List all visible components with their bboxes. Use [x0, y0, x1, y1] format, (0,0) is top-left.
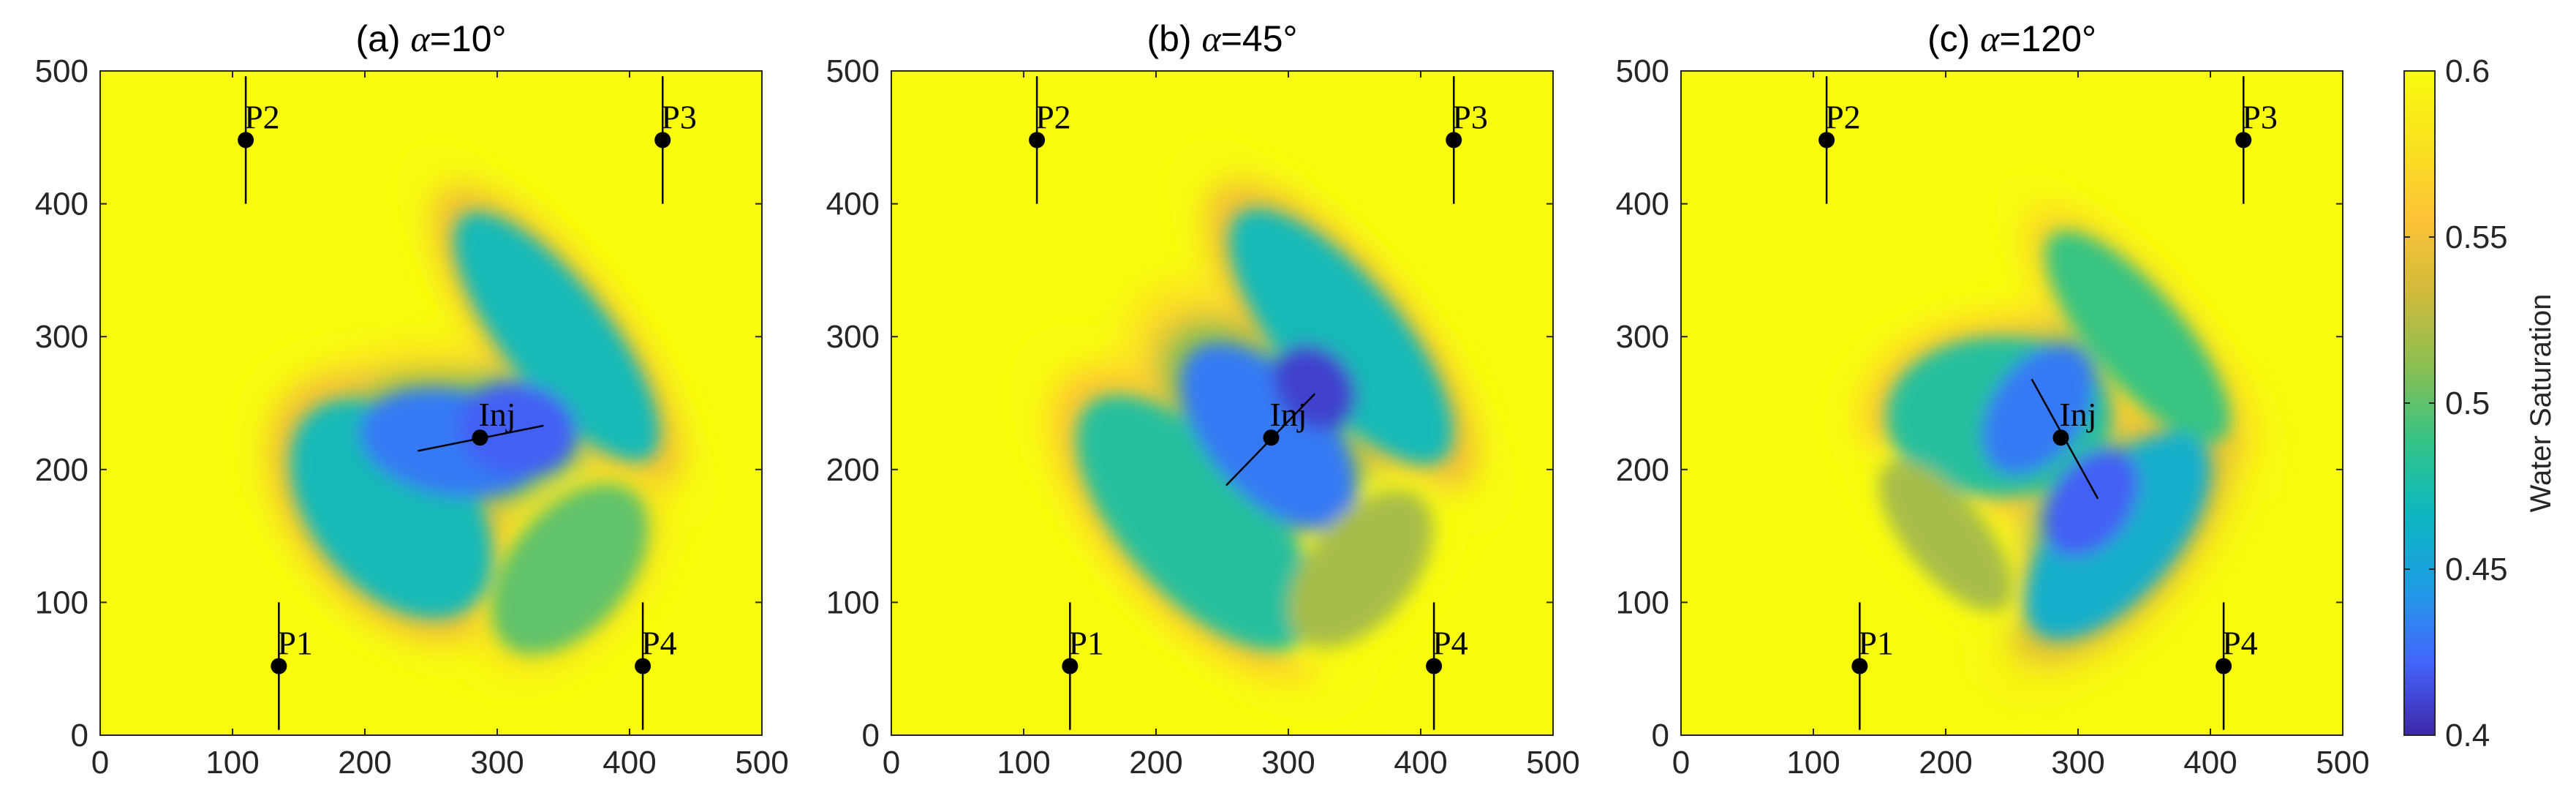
well-label-p1: P1 — [277, 625, 313, 662]
well-marker-p4 — [1426, 658, 1443, 674]
colorbar-tick-label: 0.5 — [2445, 386, 2490, 421]
y-tick-label: 200 — [1616, 452, 1669, 488]
y-tick-label: 100 — [826, 584, 880, 620]
saturation-field — [234, 143, 717, 702]
colorbar-tick-label: 0.6 — [2445, 53, 2490, 89]
colorbar: 0.4 0.45 0.5 0.55 0.6 Water Saturation — [2403, 53, 2557, 753]
x-tick-label: 300 — [470, 745, 524, 781]
well-marker-p2 — [1818, 132, 1835, 149]
x-tick-label: 500 — [735, 745, 788, 781]
well-marker-p3 — [2235, 132, 2252, 149]
y-tick-label: 100 — [35, 584, 88, 620]
axes-box — [1680, 70, 2343, 736]
saturation-lobe — [453, 211, 660, 462]
x-tick-label: 0 — [1672, 745, 1690, 781]
well-label-inj: Inj — [478, 396, 515, 433]
well-marker-p4 — [2216, 658, 2232, 674]
y-tick-label: 200 — [826, 452, 880, 488]
panel-b: P1 P2 P3 P4 Inj 0 100 200 300 400 500 0 100 200 300 400… — [826, 18, 1580, 781]
x-tick-label: 200 — [1129, 745, 1182, 781]
y-tick-label: 300 — [35, 319, 88, 355]
saturation-lobe — [2045, 230, 2230, 443]
saturation-lobe — [2025, 432, 2211, 640]
x-tick-label: 200 — [1919, 745, 1972, 781]
well-label-p3: P3 — [661, 98, 697, 135]
y-tick-label: 0 — [862, 718, 880, 753]
saturation-lobe — [2044, 448, 2139, 557]
saturation-lobe — [458, 383, 577, 477]
well-marker-p3 — [1446, 132, 1462, 149]
well-label-p2: P2 — [1825, 98, 1861, 135]
y-tick-label: 500 — [826, 53, 880, 89]
y-tick-label: 400 — [1616, 187, 1669, 222]
x-tick-label: 300 — [2051, 745, 2104, 781]
panel-title: (c) α=120° — [1927, 18, 2096, 59]
well-label-p2: P2 — [1035, 98, 1071, 135]
panel-a: P1 P2 P3 P4 Inj 0 100 200 300 400 500 0 100 200 300 400… — [35, 18, 789, 781]
well-label-p1: P1 — [1858, 625, 1894, 662]
axes-box — [891, 70, 1554, 736]
saturation-lobe — [1288, 490, 1434, 648]
y-tick-label: 200 — [35, 452, 88, 488]
panel-c: P1 P2 P3 P4 Inj 0 100 200 300 400 500 0 100 200 300 400… — [1616, 18, 2370, 781]
well-marker-p4 — [635, 658, 651, 674]
x-tick-label: 100 — [997, 745, 1050, 781]
colorbar-tick-label: 0.45 — [2445, 552, 2508, 587]
well-label-p3: P3 — [2242, 98, 2278, 135]
colorbar-tick-label: 0.4 — [2445, 718, 2490, 753]
well-marker-p2 — [1029, 132, 1046, 149]
x-tick-label: 500 — [1526, 745, 1579, 781]
y-tick-label: 400 — [826, 187, 880, 222]
saturation-lobe — [1273, 344, 1356, 430]
y-tick-label: 100 — [1616, 584, 1669, 620]
well-label-inj: Inj — [1269, 396, 1307, 433]
x-tick-label: 300 — [1261, 745, 1315, 781]
x-tick-label: 400 — [2183, 745, 2237, 781]
well-marker-p2 — [238, 132, 254, 149]
well-marker-inj — [472, 429, 488, 446]
y-tick-label: 500 — [1616, 53, 1669, 89]
x-tick-label: 0 — [883, 745, 900, 781]
saturation-lobe — [1229, 208, 1454, 465]
x-tick-label: 0 — [91, 745, 109, 781]
well-marker-inj — [1263, 429, 1280, 446]
saturation-lobe — [1878, 460, 2013, 612]
y-tick-label: 0 — [71, 718, 88, 753]
saturation-field — [1010, 138, 1516, 721]
x-tick-label: 400 — [603, 745, 656, 781]
well-label-p3: P3 — [1452, 98, 1488, 135]
well-marker-p3 — [654, 132, 671, 149]
x-tick-label: 500 — [2316, 745, 2369, 781]
panel-title: (b) α=45° — [1147, 18, 1297, 59]
well-marker-p1 — [1062, 658, 1079, 674]
well-label-p2: P2 — [244, 98, 280, 135]
saturation-field — [1824, 172, 2281, 697]
x-tick-label: 100 — [1786, 745, 1840, 781]
y-tick-label: 300 — [826, 319, 880, 355]
x-tick-label: 400 — [1394, 745, 1447, 781]
well-label-p1: P1 — [1068, 625, 1104, 662]
saturation-lobe — [491, 484, 649, 655]
y-tick-label: 0 — [1652, 718, 1669, 753]
well-marker-inj — [2052, 429, 2069, 446]
y-tick-label: 500 — [35, 53, 88, 89]
x-tick-label: 100 — [205, 745, 259, 781]
x-tick-label: 200 — [338, 745, 391, 781]
colorbar-tick-label: 0.55 — [2445, 219, 2508, 255]
y-tick-label: 300 — [1616, 319, 1669, 355]
axes-box — [99, 70, 763, 736]
saturation-lobe — [1076, 394, 1315, 651]
well-label-p4: P4 — [2222, 625, 2258, 662]
y-tick-label: 400 — [35, 187, 88, 222]
well-label-inj: Inj — [2059, 396, 2096, 433]
panel-title: (a) α=10° — [355, 18, 506, 59]
well-label-p4: P4 — [641, 625, 677, 662]
colorbar-label: Water Saturation — [2525, 294, 2557, 513]
well-marker-p1 — [1851, 658, 1868, 674]
well-label-p4: P4 — [1432, 625, 1468, 662]
well-marker-p1 — [271, 658, 287, 674]
